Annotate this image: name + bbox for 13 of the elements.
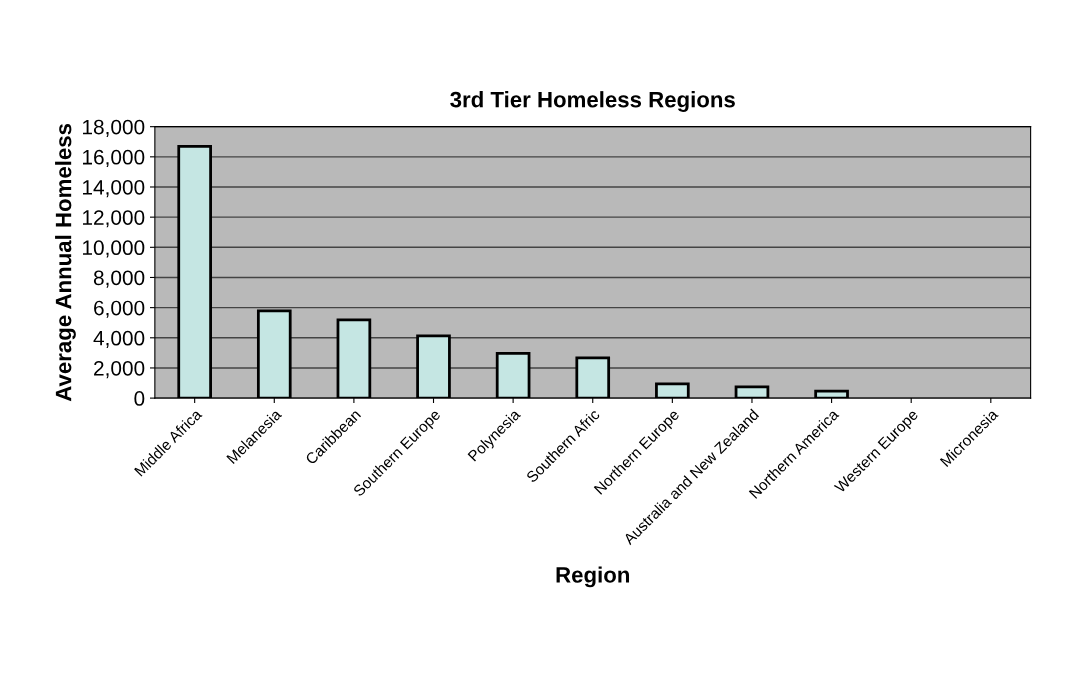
x-axis-title: Region <box>556 566 630 588</box>
y-tick-label: 14,000 <box>83 179 145 198</box>
y-tick-label: 0 <box>134 391 145 406</box>
y-tick-label: 18,000 <box>83 119 145 137</box>
y-tick-label: 16,000 <box>83 149 145 168</box>
chart-title: 3rd Tier Homeless Regions <box>450 91 735 112</box>
y-axis-title: Average Annual Homeless <box>55 123 76 402</box>
y-tick-label: 6,000 <box>94 300 145 318</box>
y-tick-label: 8,000 <box>93 270 145 288</box>
y-tick-label: 4,000 <box>93 330 145 349</box>
y-tick-label: 12,000 <box>83 210 145 228</box>
y-tick-label: 2,000 <box>94 360 145 379</box>
y-tick-label: 10,000 <box>83 240 145 258</box>
